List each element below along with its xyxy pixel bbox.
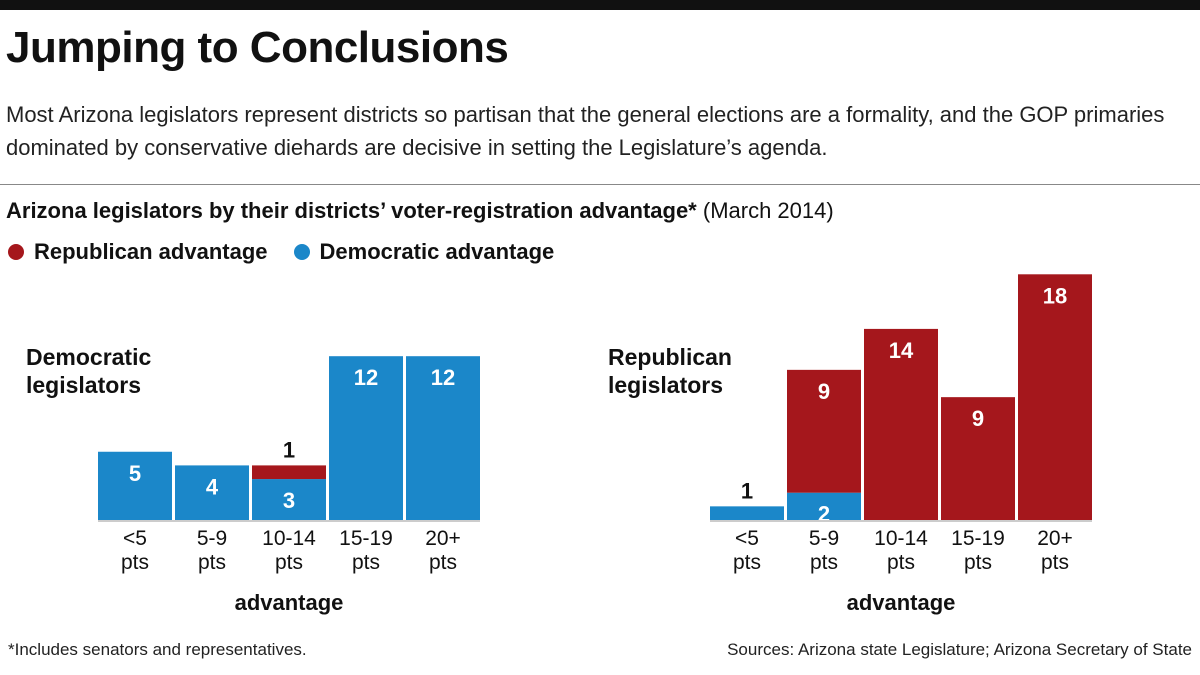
chart-2-data-label: 14 bbox=[889, 338, 914, 363]
chart-2-tick-label: pts bbox=[1041, 551, 1069, 574]
chart-1-tick-label: 15-19 bbox=[339, 527, 393, 550]
chart-1-bar-segment bbox=[98, 451, 172, 520]
page-subtitle: Most Arizona legislators represent distr… bbox=[6, 102, 1165, 160]
chart-heading-main: Arizona legislators by their districts’ … bbox=[6, 198, 697, 223]
legend-item-republican: Republican advantage bbox=[8, 236, 268, 268]
chart-1-tick-label: pts bbox=[275, 551, 303, 574]
page-title: Jumping to Conclusions bbox=[6, 23, 509, 72]
chart-heading: Arizona legislators by their districts’ … bbox=[6, 194, 834, 228]
chart-1-title-line: legislators bbox=[26, 372, 141, 398]
sources: Sources: Arizona state Legislature; Ariz… bbox=[727, 640, 1192, 659]
chart-1-title-line: Democratic bbox=[26, 344, 151, 370]
chart-2-data-label: 18 bbox=[1043, 283, 1067, 308]
chart-heading-date: (March 2014) bbox=[702, 198, 834, 223]
chart-1-tick-label: pts bbox=[429, 551, 457, 574]
chart-1-tick-label: <5 bbox=[123, 527, 147, 550]
chart-2-tick-label: 5-9 bbox=[809, 527, 839, 550]
chart-1-data-label: 12 bbox=[354, 365, 378, 390]
chart-1-data-label: 4 bbox=[206, 474, 219, 499]
chart-1-data-label: 12 bbox=[431, 365, 455, 390]
chart-1-data-label: 1 bbox=[283, 437, 295, 462]
chart-1-tick-label: 5-9 bbox=[197, 527, 227, 550]
legend-item-democratic: Democratic advantage bbox=[293, 236, 555, 268]
chart-2-data-label: 2 bbox=[818, 502, 830, 527]
chart-1-bar-segment bbox=[175, 465, 249, 520]
chart-2-bar-segment bbox=[787, 369, 861, 493]
chart-1-tick-label: 10-14 bbox=[262, 527, 316, 550]
chart-2-tick-label: pts bbox=[733, 551, 761, 574]
footnote: *Includes senators and representatives. bbox=[8, 640, 307, 659]
chart-2-bar-segment bbox=[864, 328, 938, 520]
chart-2-tick-label: <5 bbox=[735, 527, 759, 550]
chart-1-bar-segment bbox=[252, 479, 326, 520]
chart-2-bar-segment bbox=[787, 492, 861, 520]
legend-label-republican: Republican advantage bbox=[34, 239, 268, 264]
top-rule bbox=[0, 0, 1200, 10]
chart-2-bar-segment bbox=[1018, 274, 1092, 520]
chart-2-tick-label: 20+ bbox=[1037, 527, 1073, 550]
chart-1-tick-label: pts bbox=[121, 551, 149, 574]
chart-2-data-label: 1 bbox=[741, 478, 753, 503]
chart-1-bar-segment bbox=[406, 356, 480, 520]
chart-2-title-line: legislators bbox=[608, 372, 723, 398]
chart-2-tick-label: pts bbox=[810, 551, 838, 574]
chart-2-tick-label: pts bbox=[964, 551, 992, 574]
legend-label-democratic: Democratic advantage bbox=[319, 239, 555, 264]
chart-2-tick-label: 10-14 bbox=[874, 527, 928, 550]
chart-1-data-label: 3 bbox=[283, 488, 295, 513]
chart-1-bar-segment bbox=[329, 356, 403, 520]
chart-1-tick-label: pts bbox=[352, 551, 380, 574]
chart-2-title-line: Republican bbox=[608, 344, 732, 370]
chart-1-tick-label: pts bbox=[198, 551, 226, 574]
chart-2-tick-label: 15-19 bbox=[951, 527, 1005, 550]
chart-1-data-label: 5 bbox=[129, 461, 141, 486]
chart-2-data-label: 9 bbox=[972, 406, 984, 431]
chart-2-tick-label: pts bbox=[887, 551, 915, 574]
legend-swatch-republican bbox=[8, 244, 24, 260]
divider bbox=[0, 184, 1200, 185]
chart-2-bar-segment bbox=[710, 506, 784, 520]
chart-2-x-axis-label: advantage bbox=[847, 590, 956, 615]
legend: Republican advantage Democratic advantag… bbox=[8, 236, 554, 268]
chart-1-x-axis-label: advantage bbox=[235, 590, 344, 615]
chart-2-bar-segment bbox=[941, 397, 1015, 520]
chart-1-bar-segment bbox=[252, 465, 326, 480]
legend-swatch-democratic bbox=[293, 244, 310, 260]
chart-1-tick-label: 20+ bbox=[425, 527, 461, 550]
chart-2-data-label: 9 bbox=[818, 379, 830, 404]
